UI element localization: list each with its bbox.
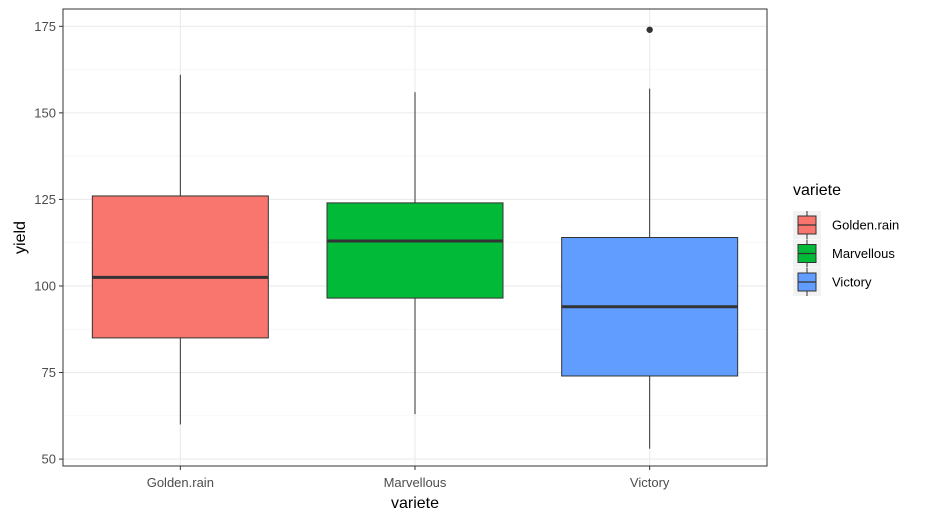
legend: variete Golden.rain Marvellous Victory xyxy=(793,182,899,296)
x-axis-title: variete xyxy=(391,495,439,512)
y-tick-label: 150 xyxy=(34,105,56,120)
y-tick-label: 100 xyxy=(34,278,56,293)
x-tick-label: Victory xyxy=(630,475,670,490)
y-tick-label: 75 xyxy=(42,365,56,380)
y-tick-label: 125 xyxy=(34,192,56,207)
y-axis-title: yield xyxy=(12,221,29,254)
box-iqr xyxy=(91,195,269,339)
legend-item: Victory xyxy=(793,268,872,296)
y-tick-label: 175 xyxy=(34,19,56,34)
box-golden-rain xyxy=(91,74,269,425)
legend-item: Golden.rain xyxy=(793,211,899,239)
box-layer xyxy=(91,26,739,449)
y-axis: 50 75 100 125 150 175 xyxy=(34,19,63,467)
legend-item: Marvellous xyxy=(793,239,895,268)
legend-label: Marvellous xyxy=(832,246,895,261)
box-iqr xyxy=(326,202,504,299)
box-victory xyxy=(561,26,739,449)
legend-title: variete xyxy=(793,182,841,199)
y-tick-label: 50 xyxy=(42,452,56,467)
x-axis: Golden.rain Marvellous Victory xyxy=(147,466,670,490)
legend-label: Golden.rain xyxy=(832,218,899,233)
outlier-point xyxy=(646,26,653,33)
x-tick-label: Golden.rain xyxy=(147,475,214,490)
x-tick-label: Marvellous xyxy=(384,475,447,490)
legend-label: Victory xyxy=(832,275,872,290)
box-marvellous xyxy=(326,92,504,415)
legend-items: Golden.rain Marvellous Victory xyxy=(793,211,899,296)
